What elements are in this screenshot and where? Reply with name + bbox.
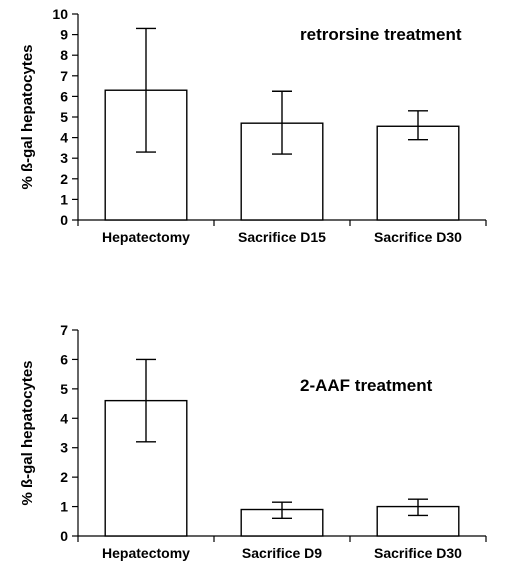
ytick-label: 0 xyxy=(60,212,68,228)
panel-title: 2-AAF treatment xyxy=(300,376,433,395)
ytick-label: 2 xyxy=(60,469,68,485)
y-axis-label: % ß-gal hepatocytes xyxy=(19,360,36,505)
chart-top: 0 1 2 3 4 5 6 7 8 9 10 Hepatectomy Sacrifice D15 Sacr… xyxy=(19,6,486,245)
chart-svg-bottom: 0 1 2 3 4 5 6 7 Hepatectomy Sacrifice D9 Sacrifice… xyxy=(0,316,513,578)
ytick-label: 10 xyxy=(52,6,68,22)
chart-bottom: 0 1 2 3 4 5 6 7 Hepatectomy Sacrifice D9 Sacrifice… xyxy=(19,322,486,561)
ytick-label: 4 xyxy=(60,410,68,426)
ytick-label: 9 xyxy=(60,27,68,43)
category-label: Sacrifice D30 xyxy=(374,229,462,245)
ytick-label: 2 xyxy=(60,171,68,187)
ytick-label: 6 xyxy=(60,351,68,367)
ytick-label: 4 xyxy=(60,130,68,146)
panel-title: retrorsine treatment xyxy=(300,25,462,44)
ytick-label: 7 xyxy=(60,322,68,338)
chart-svg-top: 0 1 2 3 4 5 6 7 8 9 10 Hepatectomy Sacrifice D15 Sacr… xyxy=(0,0,513,262)
ytick-label: 7 xyxy=(60,68,68,84)
ytick-label: 5 xyxy=(60,381,68,397)
category-label: Sacrifice D9 xyxy=(242,545,322,561)
panel-2aaf: 0 1 2 3 4 5 6 7 Hepatectomy Sacrifice D9 Sacrifice… xyxy=(0,316,513,578)
ytick-label: 6 xyxy=(60,88,68,104)
panel-retrorsine: 0 1 2 3 4 5 6 7 8 9 10 Hepatectomy Sacrifice D15 Sacr… xyxy=(0,0,513,262)
category-label: Hepatectomy xyxy=(102,229,190,245)
y-axis-label: % ß-gal hepatocytes xyxy=(19,44,36,189)
ytick-label: 0 xyxy=(60,528,68,544)
ytick-label: 3 xyxy=(60,150,68,166)
figure: 012345678910HepatectomySacrifice D15Sacr… xyxy=(0,0,513,580)
ytick-label: 3 xyxy=(60,440,68,456)
category-label: Sacrifice D15 xyxy=(238,229,326,245)
category-label: Hepatectomy xyxy=(102,545,190,561)
category-label: Sacrifice D30 xyxy=(374,545,462,561)
ytick-label: 8 xyxy=(60,47,68,63)
ytick-label: 5 xyxy=(60,109,68,125)
ytick-label: 1 xyxy=(60,191,68,207)
ytick-label: 1 xyxy=(60,499,68,515)
